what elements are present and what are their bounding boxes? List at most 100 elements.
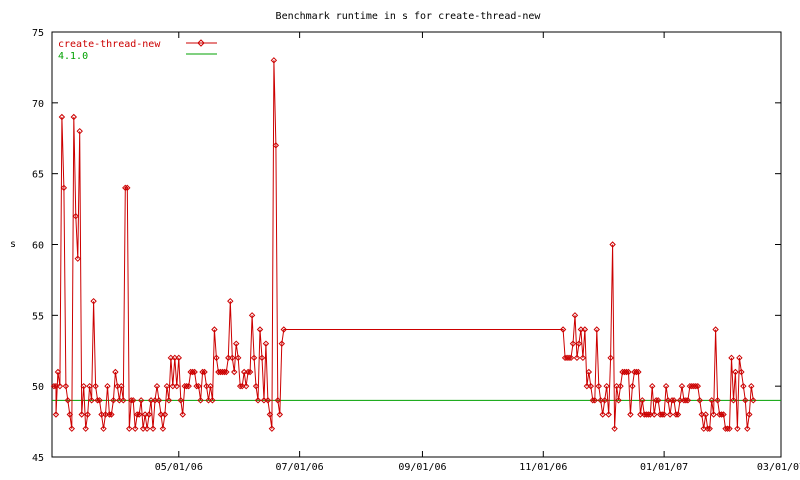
data-point xyxy=(66,411,74,418)
data-point xyxy=(702,411,709,418)
x-tick-label: 03/01/07 xyxy=(757,462,800,473)
data-point xyxy=(615,397,622,404)
data-point xyxy=(662,382,670,390)
data-point xyxy=(266,411,274,418)
data-point xyxy=(133,411,141,418)
y-tick-label: 50 xyxy=(32,382,44,393)
y-tick-label: 60 xyxy=(32,241,44,252)
y-tick-label: 65 xyxy=(32,170,44,181)
legend: create-thread-new 4.1.0 xyxy=(58,39,217,62)
data-point xyxy=(126,425,133,432)
data-point xyxy=(714,397,721,404)
data-point xyxy=(50,382,58,390)
data-point xyxy=(209,397,216,404)
legend-label-4-1-0: 4.1.0 xyxy=(58,51,88,62)
data-point xyxy=(94,397,101,404)
data-point xyxy=(191,368,198,376)
data-point xyxy=(748,382,755,390)
x-tick-label: 11/01/06 xyxy=(519,462,567,473)
data-point xyxy=(565,354,573,362)
data-point xyxy=(569,340,577,347)
data-point xyxy=(712,326,719,333)
data-point xyxy=(591,397,598,404)
data-point xyxy=(623,368,630,376)
data-point xyxy=(280,326,287,333)
y-tick-label: 45 xyxy=(32,453,44,464)
data-point xyxy=(609,241,616,248)
data-point xyxy=(704,425,711,432)
series-line-create-thread-new xyxy=(54,60,754,430)
data-point xyxy=(728,354,735,362)
data-point xyxy=(627,411,634,418)
data-point xyxy=(268,425,276,432)
data-point xyxy=(231,368,238,376)
data-point xyxy=(639,397,646,404)
data-point xyxy=(96,397,103,404)
data-point xyxy=(593,326,600,333)
data-point xyxy=(244,368,252,376)
data-point xyxy=(732,368,739,376)
data-point xyxy=(56,382,64,390)
data-point xyxy=(585,368,593,376)
data-point xyxy=(744,425,751,432)
data-point xyxy=(573,354,581,362)
x-tick-label: 07/01/06 xyxy=(276,462,324,473)
y-tick-label: 70 xyxy=(32,99,44,110)
data-point xyxy=(258,354,266,362)
plot-frame xyxy=(51,31,782,458)
legend-marker-create-thread-new xyxy=(197,39,205,47)
data-point xyxy=(649,382,656,390)
data-point xyxy=(587,382,595,390)
data-point xyxy=(724,425,731,432)
data-point xyxy=(118,382,125,390)
data-point xyxy=(161,411,169,418)
data-point xyxy=(264,397,272,404)
data-point xyxy=(143,425,151,432)
data-point xyxy=(163,382,171,390)
data-point xyxy=(262,340,270,347)
data-point xyxy=(246,368,254,376)
data-point xyxy=(678,382,686,390)
data-point xyxy=(730,397,737,404)
data-point xyxy=(86,382,93,390)
data-point xyxy=(155,397,163,404)
data-point xyxy=(82,425,89,432)
data-point xyxy=(738,368,745,376)
data-point xyxy=(694,382,702,390)
data-point xyxy=(128,397,135,404)
data-point xyxy=(746,411,753,418)
data-point xyxy=(674,411,682,418)
series-layer xyxy=(50,57,757,432)
data-point xyxy=(706,425,713,432)
data-point xyxy=(124,184,131,192)
data-point xyxy=(708,397,715,404)
data-point xyxy=(651,411,658,418)
data-point xyxy=(165,397,173,404)
data-point xyxy=(78,411,85,418)
data-point xyxy=(579,354,587,362)
y-tick-label: 55 xyxy=(32,311,44,322)
x-axis: 05/01/06 07/01/06 09/01/06 11/01/06 01/01/07… xyxy=(155,32,800,473)
data-point xyxy=(256,326,264,333)
data-point xyxy=(135,411,143,418)
data-point xyxy=(80,382,87,390)
data-point xyxy=(145,411,153,418)
data-point xyxy=(645,411,652,418)
data-point xyxy=(668,397,676,404)
data-point xyxy=(149,425,157,432)
data-point xyxy=(607,354,614,362)
data-point xyxy=(235,354,242,362)
data-point xyxy=(270,57,278,64)
data-point xyxy=(233,340,240,347)
data-point xyxy=(567,354,575,362)
data-point xyxy=(742,397,749,404)
data-point xyxy=(137,397,145,404)
data-point xyxy=(652,397,660,404)
data-point xyxy=(88,397,95,404)
data-point xyxy=(201,368,208,376)
data-point xyxy=(272,142,280,149)
data-point xyxy=(718,411,725,418)
data-point xyxy=(670,397,678,404)
data-point xyxy=(199,368,206,376)
